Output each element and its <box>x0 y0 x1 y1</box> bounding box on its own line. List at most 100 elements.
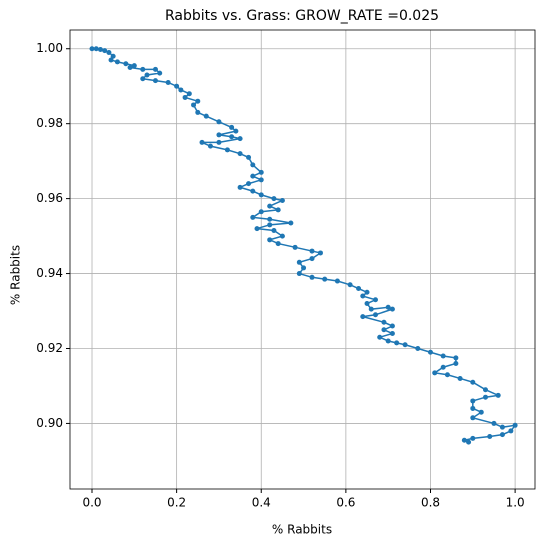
point <box>216 119 222 125</box>
y-axis-label: % Rabbits <box>9 245 23 305</box>
point <box>203 113 209 119</box>
point <box>186 91 192 97</box>
point <box>114 59 120 65</box>
point <box>224 147 230 153</box>
point <box>440 353 446 359</box>
point <box>334 278 340 284</box>
point <box>279 197 285 203</box>
point <box>89 46 95 52</box>
point <box>389 306 395 312</box>
point <box>402 342 408 348</box>
point <box>360 314 366 320</box>
point <box>309 248 315 254</box>
point <box>123 61 129 67</box>
x-tick-label: 0.4 <box>252 496 271 510</box>
point <box>368 306 374 312</box>
point <box>237 136 243 142</box>
point <box>381 327 387 333</box>
point <box>258 169 264 175</box>
point <box>478 409 484 415</box>
point <box>372 297 378 303</box>
x-tick-label: 0.2 <box>167 496 186 510</box>
point <box>254 226 260 232</box>
point <box>385 338 391 344</box>
point <box>144 72 150 78</box>
point <box>250 214 256 220</box>
point <box>229 134 235 140</box>
point <box>131 63 137 69</box>
point <box>432 370 438 376</box>
point <box>207 143 213 149</box>
point <box>296 259 302 265</box>
point <box>279 233 285 239</box>
point <box>364 301 370 307</box>
point <box>152 78 158 84</box>
point <box>377 334 383 340</box>
point <box>292 244 298 250</box>
point <box>258 209 264 215</box>
point <box>157 70 163 76</box>
point <box>360 293 366 299</box>
point <box>394 340 400 346</box>
point <box>470 435 476 441</box>
y-tick-label: 0.96 <box>36 191 63 205</box>
point <box>102 48 108 54</box>
point <box>267 237 273 243</box>
y-tick-label: 1.00 <box>36 41 63 55</box>
point <box>309 256 315 262</box>
point <box>381 319 387 325</box>
point <box>140 76 146 82</box>
x-tick-label: 0.8 <box>421 496 440 510</box>
point <box>499 424 505 430</box>
point <box>322 276 328 282</box>
point <box>246 181 252 187</box>
point <box>301 265 307 271</box>
point <box>271 196 277 202</box>
point <box>427 349 433 355</box>
point <box>309 274 315 280</box>
point <box>482 394 488 400</box>
point <box>508 428 514 434</box>
point <box>372 312 378 318</box>
point <box>195 98 201 104</box>
point <box>275 241 281 247</box>
point <box>296 271 302 277</box>
point <box>110 53 116 59</box>
point <box>491 420 497 426</box>
point <box>499 432 505 438</box>
point <box>415 345 421 351</box>
point <box>216 132 222 138</box>
point <box>199 139 205 145</box>
point <box>237 184 243 190</box>
point <box>470 379 476 385</box>
point <box>364 289 370 295</box>
point <box>182 94 188 100</box>
point <box>165 79 171 85</box>
point <box>461 437 467 443</box>
point <box>453 360 459 366</box>
point <box>444 372 450 378</box>
point <box>466 439 472 445</box>
point <box>453 355 459 361</box>
point <box>108 57 114 63</box>
chart-title: Rabbits vs. Grass: GROW_RATE =0.025 <box>165 8 439 24</box>
point <box>250 162 256 168</box>
point <box>385 304 391 310</box>
point <box>250 173 256 179</box>
point <box>195 109 201 115</box>
point <box>267 203 273 209</box>
point <box>216 139 222 145</box>
point <box>250 188 256 194</box>
x-tick-label: 0.0 <box>82 496 101 510</box>
point <box>389 323 395 329</box>
point <box>347 282 353 288</box>
point <box>174 83 180 89</box>
point <box>470 405 476 411</box>
y-tick-label: 0.94 <box>36 266 63 280</box>
point <box>106 49 112 55</box>
point <box>440 364 446 370</box>
x-tick-label: 0.6 <box>336 496 355 510</box>
point <box>246 154 252 160</box>
